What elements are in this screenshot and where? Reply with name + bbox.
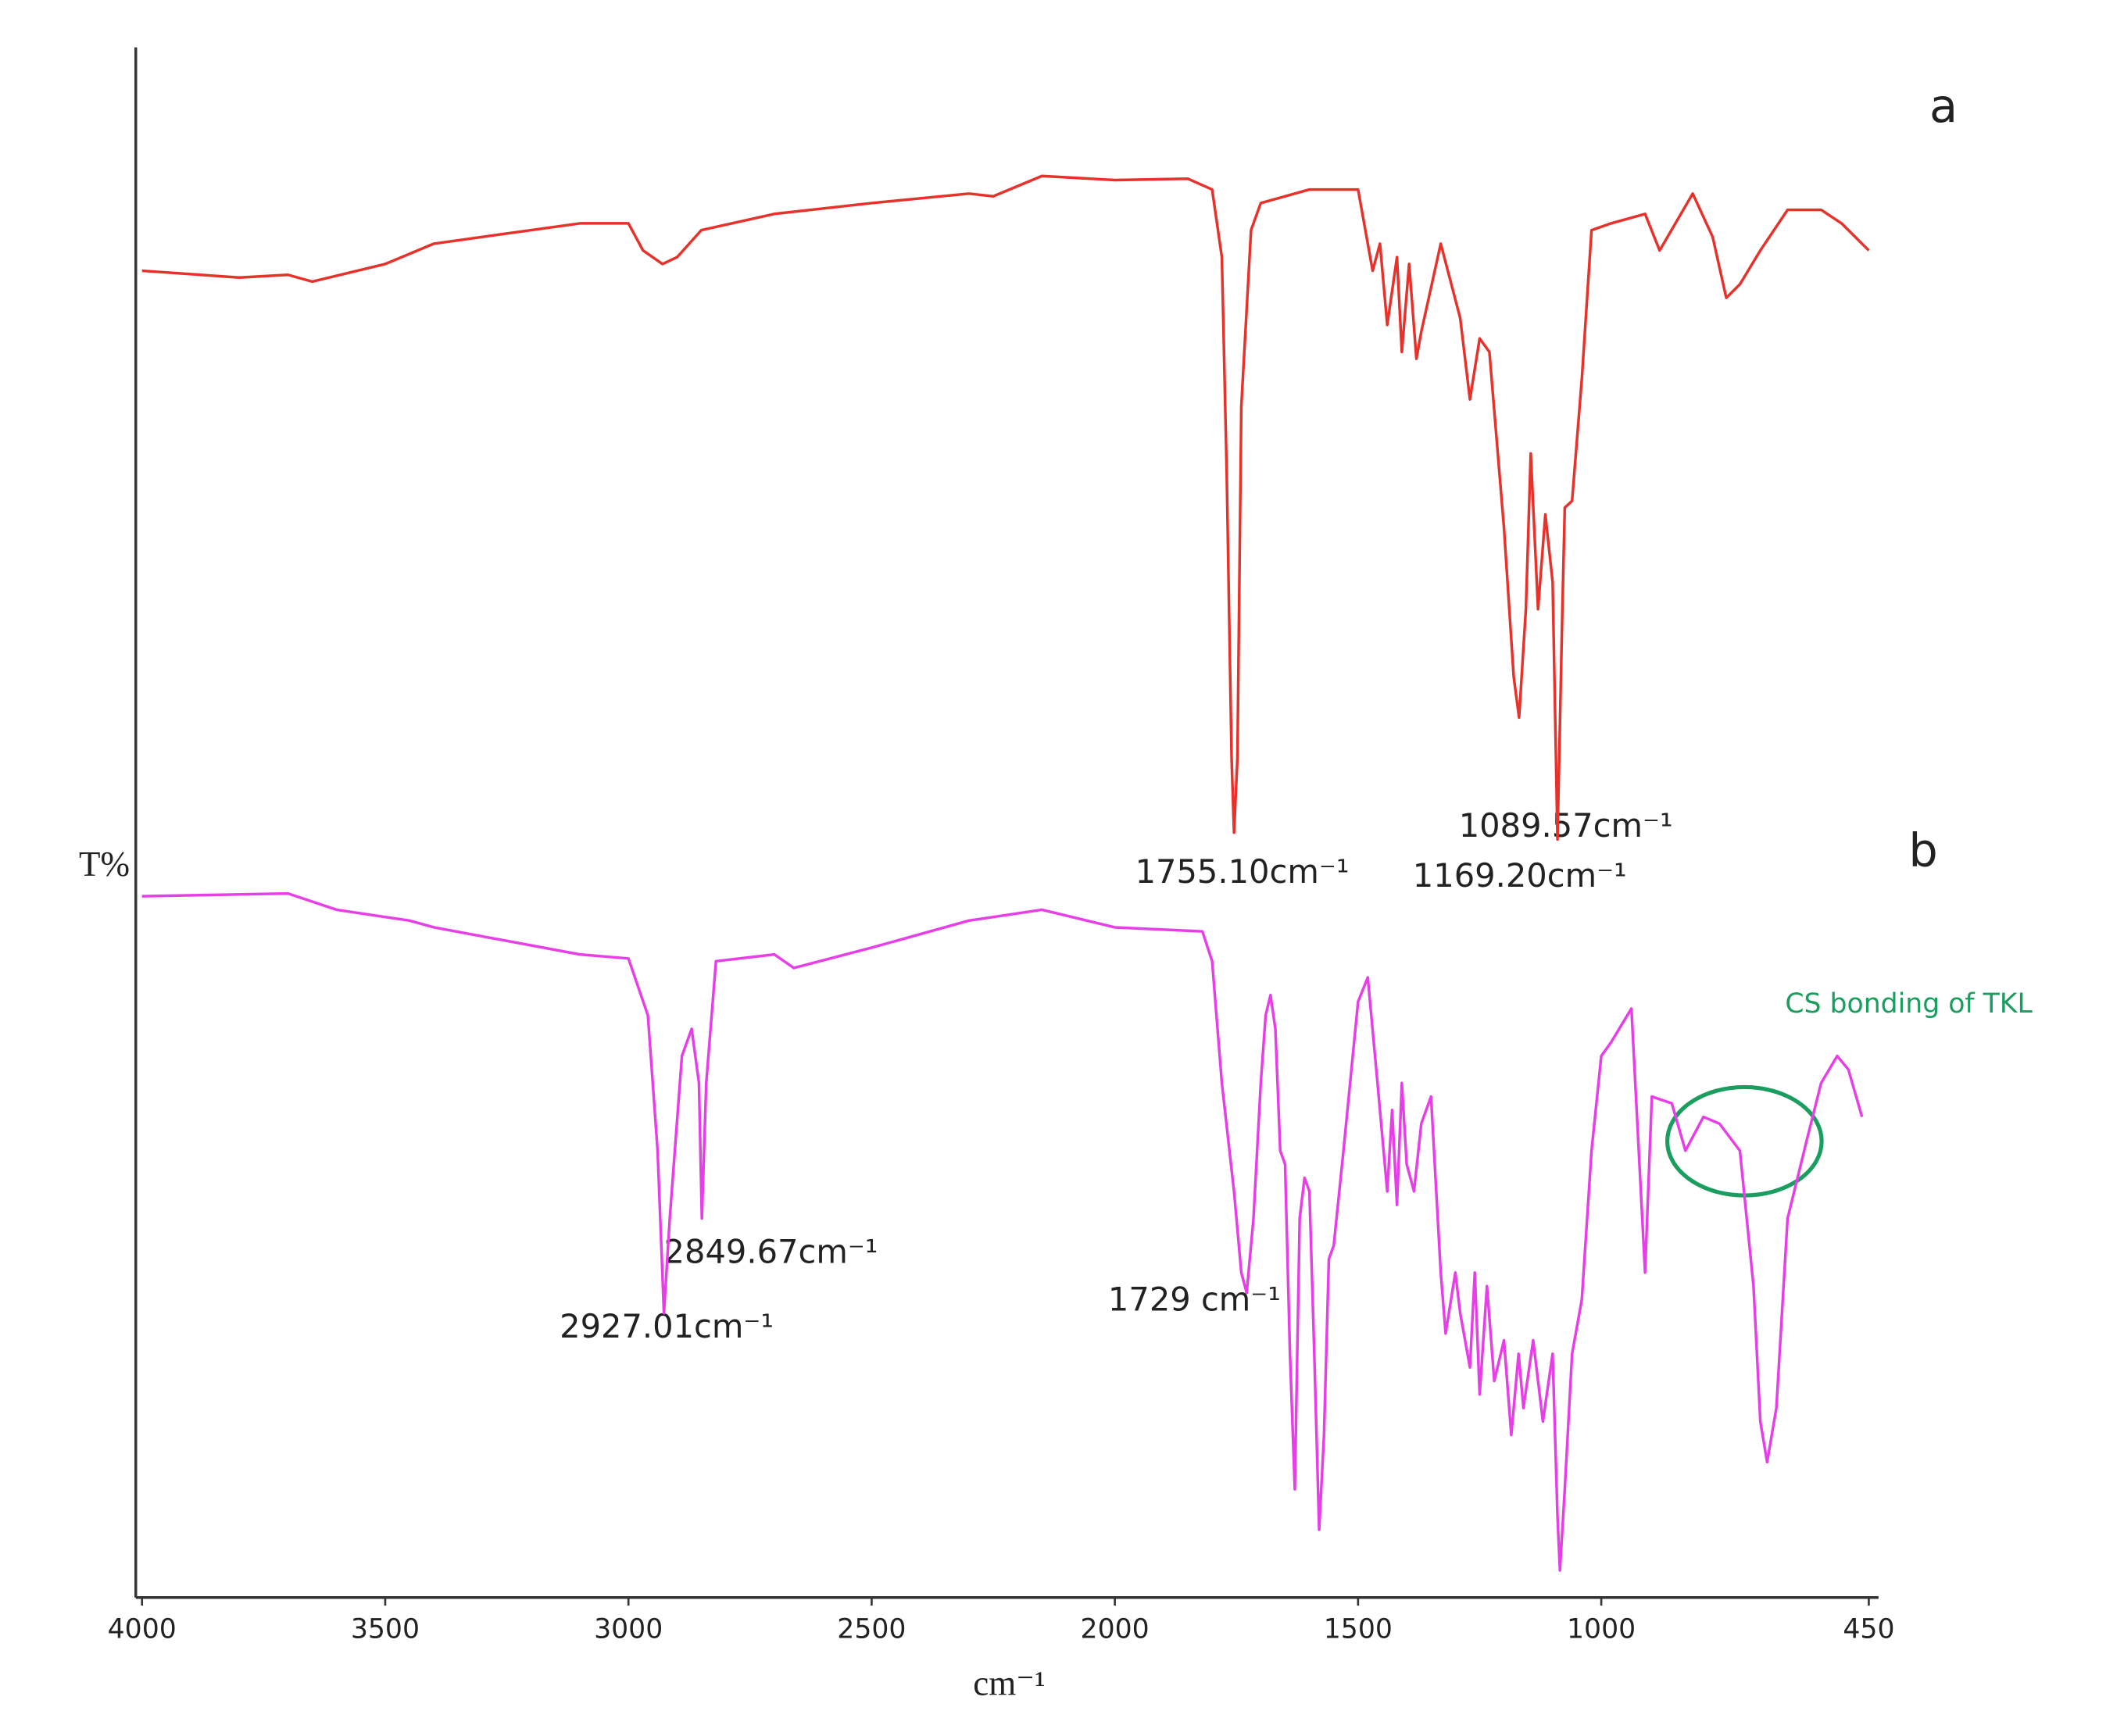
x-tick-label: 3000: [594, 1614, 663, 1645]
x-tick-label: 450: [1843, 1614, 1894, 1645]
annotation: 1169.20cm⁻¹: [1413, 856, 1627, 895]
x-axis-label: cm⁻¹: [973, 1663, 1045, 1702]
annotation: 1755.10cm⁻¹: [1135, 852, 1350, 891]
spectrum-line: [141, 174, 1870, 841]
annotation: 1729 cm⁻¹: [1108, 1280, 1281, 1318]
x-tick-label: 2000: [1081, 1614, 1150, 1645]
x-tick-label: 1500: [1324, 1614, 1393, 1645]
x-tick-label: 2500: [837, 1614, 906, 1645]
annotation: CS bonding of TKL: [1785, 988, 2033, 1020]
annotation: 2927.01cm⁻¹: [560, 1307, 774, 1345]
annotation: 1089.57cm⁻¹: [1459, 806, 1673, 845]
spectrum-line: [141, 891, 1864, 1572]
x-tick-label: 3500: [351, 1614, 420, 1645]
series-label: b: [1908, 823, 1937, 877]
annotation: 2849.67cm⁻¹: [664, 1233, 878, 1271]
series-label: a: [1929, 79, 1958, 133]
y-axis-label: T%: [79, 845, 130, 884]
x-tick-label: 1000: [1567, 1614, 1636, 1645]
x-tick-label: 4000: [108, 1614, 177, 1645]
